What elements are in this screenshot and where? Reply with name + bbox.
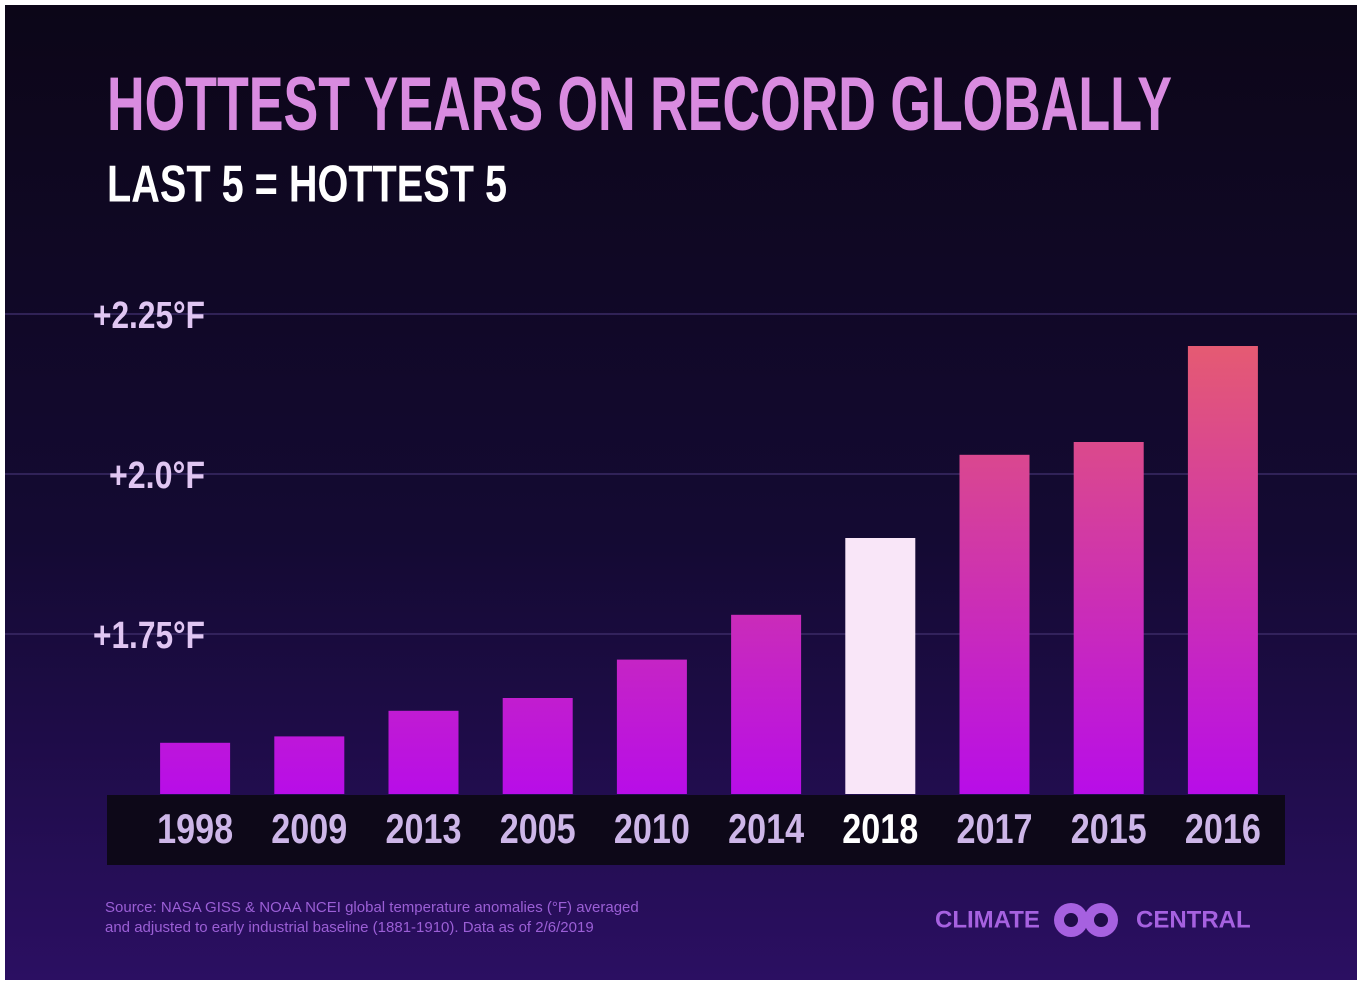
x-tick-label: 2009 [271,805,347,852]
logo-text: CLIMATE [935,906,1040,933]
logo-icon [1064,913,1078,927]
bar [1073,442,1144,794]
x-tick-label: 2013 [386,805,462,852]
x-tick-label: 1998 [157,805,233,852]
logo-icon [1094,913,1108,927]
bar [731,614,802,794]
bar [388,710,459,794]
bar [1187,346,1258,794]
x-tick-label: 2015 [1071,805,1147,852]
bar [845,538,916,794]
chart-subtitle: LAST 5 = HOTTEST 5 [107,156,507,214]
bar [959,454,1030,794]
y-tick-label: +2.0°F [109,455,205,497]
logo-text: CENTRAL [1136,906,1251,933]
x-tick-label: 2018 [842,805,918,852]
x-tick-label: 2005 [500,805,576,852]
x-tick-label: 2014 [728,805,805,852]
y-tick-label: +1.75°F [93,615,205,657]
bar [616,659,687,794]
chart-title: HOTTEST YEARS ON RECORD GLOBALLY [107,62,1172,147]
source-line: and adjusted to early industrial baselin… [105,919,594,936]
x-tick-label: 2016 [1185,805,1261,852]
x-tick-label: 2010 [614,805,690,852]
label-strip [107,795,1285,865]
source-line: Source: NASA GISS & NOAA NCEI global tem… [105,899,639,916]
logo: CLIMATE CENTRAL [935,903,1251,937]
x-tick-label: 2017 [957,805,1033,852]
bar [160,742,231,794]
bar [274,736,345,794]
bar [502,698,573,794]
y-tick-label: +2.25°F [93,295,205,337]
